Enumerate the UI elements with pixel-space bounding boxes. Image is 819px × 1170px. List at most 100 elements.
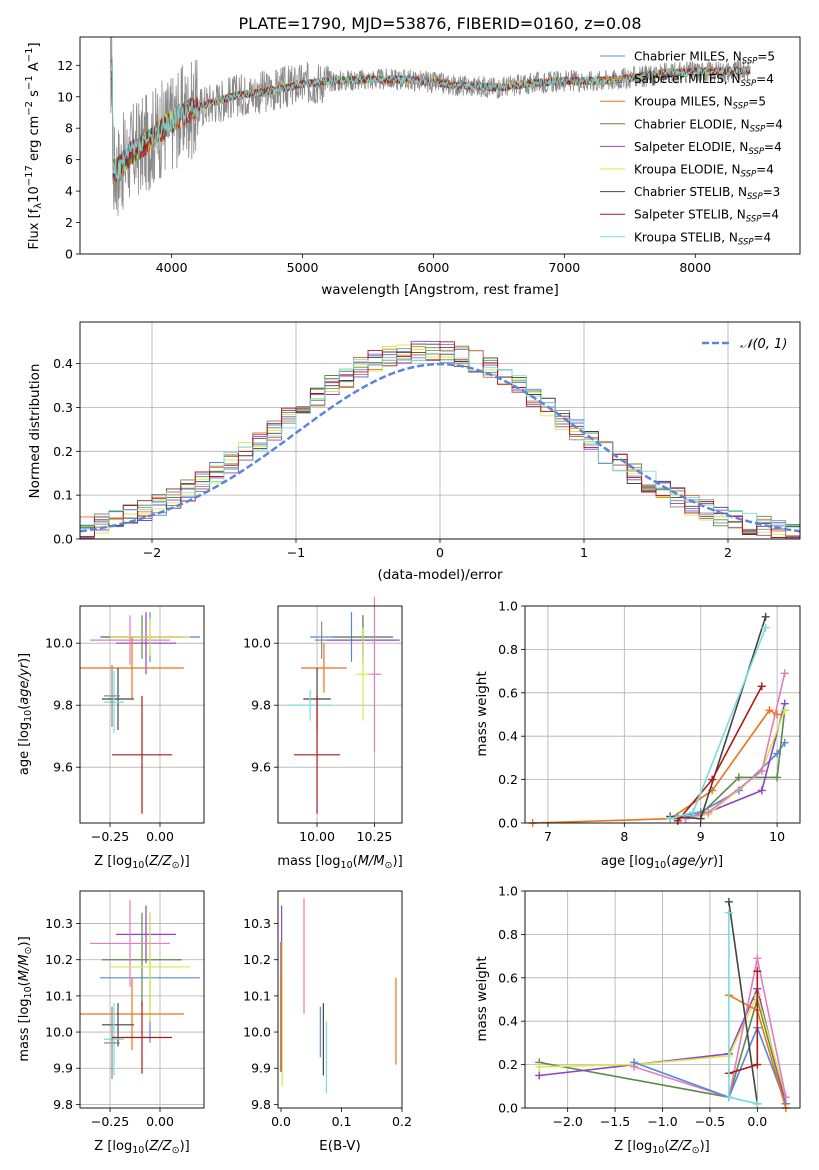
x-tick-label: 8	[620, 829, 628, 844]
weight-point	[757, 786, 766, 795]
y-tick-label: 10	[57, 89, 73, 104]
weight-point	[753, 967, 762, 976]
y-tick-label: 9.9	[53, 1061, 73, 1076]
spectrum-ylabel: Flux [fλ10−17 erg cm−2 s−1 A−1]	[24, 42, 44, 249]
y-tick-label: 9.8	[251, 698, 271, 713]
y-tick-label: 10.2	[45, 952, 73, 967]
mass-vs-Z-ticks: −0.25 0.00 9.8 9.9 10.0 10.1 10.2 10.3	[45, 916, 174, 1129]
weight-vs-Z-panel: −2.0 −1.5 −1.0 −0.5 0.0 0.0 0.2 0.4 0.6 0.8 1.0 Z …	[474, 884, 801, 1156]
x-tick-label: 0.2	[392, 1114, 412, 1129]
y-tick-label: 9.9	[251, 1061, 271, 1076]
spectrum-ticks: 4000 5000 6000 7000 8000 0 2 4 6 8 10 12	[57, 58, 711, 275]
y-tick-label: 0.0	[53, 532, 73, 547]
normal-curve-legend-label: 𝒩(0, 1)	[740, 337, 787, 352]
residuals-xlabel: (data-model)/error	[377, 567, 503, 583]
legend-label: Salpeter ELODIE, NSSP=4	[634, 140, 782, 157]
mass-vs-ebv-frame	[277, 890, 403, 1109]
weight-point	[780, 738, 789, 747]
y-tick-label: 6	[65, 152, 73, 167]
age-vs-mass-marks	[287, 596, 400, 814]
weight-line	[539, 996, 787, 1104]
y-tick-label: 10.1	[45, 988, 73, 1003]
x-tick-label: 4000	[156, 260, 188, 275]
x-tick-label: −1	[287, 545, 305, 560]
spectrum-frame	[79, 36, 801, 255]
weight-line	[685, 709, 786, 820]
weight-line	[728, 901, 759, 1104]
weight-point	[765, 706, 774, 715]
weight-point	[761, 623, 770, 632]
weight-point	[666, 814, 675, 823]
weight-line	[670, 616, 767, 820]
weight-point	[535, 1062, 544, 1071]
weight-point	[753, 1060, 762, 1069]
weight-point	[761, 612, 770, 621]
weight-vs-age-panel: 7 8 9 10 0.0 0.2 0.4 0.6 0.8 1.0 age [log10(age/y…	[474, 599, 801, 871]
weight-vs-age-ylabel: mass weight	[474, 671, 490, 756]
weight-point	[757, 682, 766, 691]
y-tick-label: 9.6	[251, 760, 271, 775]
histogram-step-line	[79, 350, 800, 539]
x-tick-label: 0.1	[332, 1114, 352, 1129]
residuals-ticks: −2 −1 0 1 2 0.0 0.1 0.2 0.3 0.4	[53, 356, 732, 560]
legend-label: Kroupa STELIB, NSSP=4	[634, 230, 771, 247]
x-tick-label: 0.00	[146, 829, 174, 844]
weight-point	[689, 808, 698, 817]
x-tick-label: 2	[724, 545, 732, 560]
weight-point	[753, 954, 762, 963]
mass-vs-Z-panel: −0.25 0.00 9.8 9.9 10.0 10.1 10.2 10.3 Z [log10…	[17, 890, 205, 1156]
mass-vs-ebv-ticks: 0.0 0.1 0.2 9.8 9.9 10.0 10.1 10.2 10.3	[243, 916, 412, 1129]
y-tick-label: 0.3	[53, 400, 73, 415]
normal-curve	[79, 362, 801, 533]
weight-line	[669, 627, 767, 820]
legend-label: Chabrier MILES, NSSP=5	[634, 50, 775, 67]
weight-point	[724, 908, 733, 917]
y-tick-label: 10.0	[243, 1025, 271, 1040]
age-vs-mass-ticks: 10.00 10.25 9.6 9.8 10.0	[243, 636, 392, 844]
x-tick-label: 5000	[287, 260, 319, 275]
legend-label: Chabrier STELIB, NSSP=3	[634, 185, 780, 202]
y-tick-label: 9.6	[53, 760, 73, 775]
spectrum-marks	[110, 37, 751, 216]
y-tick-label: 0.6	[498, 685, 518, 700]
x-tick-label: −1.0	[647, 1114, 677, 1129]
y-tick-label: 4	[65, 184, 73, 199]
legend-label: Kroupa ELODIE, NSSP=4	[634, 163, 774, 180]
age-vs-mass-xlabel: mass [log10(M/M⊙)]	[277, 854, 402, 871]
y-tick-label: 10.3	[45, 916, 73, 931]
x-tick-label: −2	[143, 545, 161, 560]
observed-spectrum-line	[110, 37, 751, 216]
y-tick-label: 0.0	[498, 1101, 518, 1116]
weight-point	[673, 816, 682, 825]
weight-point	[724, 897, 733, 906]
mass-vs-ebv-panel: 0.0 0.1 0.2 9.8 9.9 10.0 10.1 10.2 10.3 E(B-V)	[243, 890, 412, 1154]
y-tick-label: 0.4	[53, 356, 73, 371]
weight-point	[780, 669, 789, 678]
age-vs-Z-ylabel: age [log10(age/yr)]	[17, 653, 34, 775]
y-tick-label: 2	[65, 215, 73, 230]
mass-vs-ebv-xlabel: E(B-V)	[319, 1138, 361, 1154]
weight-vs-Z-xlabel: Z [log10(Z/Z⊙)]	[614, 1139, 709, 1156]
x-tick-label: −1.5	[600, 1114, 630, 1129]
y-tick-label: 0.2	[53, 444, 73, 459]
mass-vs-Z-ylabel: mass [log10(M/M⊙)]	[17, 936, 34, 1061]
age-vs-mass-gridlines	[278, 606, 402, 823]
x-tick-label: −0.25	[91, 829, 129, 844]
y-tick-label: 0.4	[498, 1014, 518, 1029]
histogram-step-line	[79, 341, 800, 539]
y-tick-label: 0.0	[498, 816, 518, 831]
weight-point	[708, 775, 717, 784]
x-tick-label: 10.00	[299, 829, 335, 844]
mass-vs-ebv-marks	[280, 898, 397, 1094]
age-vs-Z-xlabel: Z [log10(Z/Z⊙)]	[94, 854, 189, 871]
figure-title: PLATE=1790, MJD=53876, FIBERID=0160, z=0…	[238, 14, 641, 33]
mass-vs-Z-marks	[80, 900, 200, 1080]
spectrum-legend: Chabrier MILES, NSSP=5 Salpeter MILES, NS…	[600, 50, 783, 247]
spectrum-panel: 4000 5000 6000 7000 8000 0 2 4 6 8 10 12 wavelength…	[24, 36, 801, 298]
x-tick-label: 0.00	[146, 1114, 174, 1129]
model-fit-line	[110, 58, 751, 180]
y-tick-label: 10.3	[243, 916, 271, 931]
mass-vs-Z-frame	[79, 890, 205, 1109]
y-tick-label: 9.8	[251, 1097, 271, 1112]
y-tick-label: 1.0	[498, 884, 518, 899]
